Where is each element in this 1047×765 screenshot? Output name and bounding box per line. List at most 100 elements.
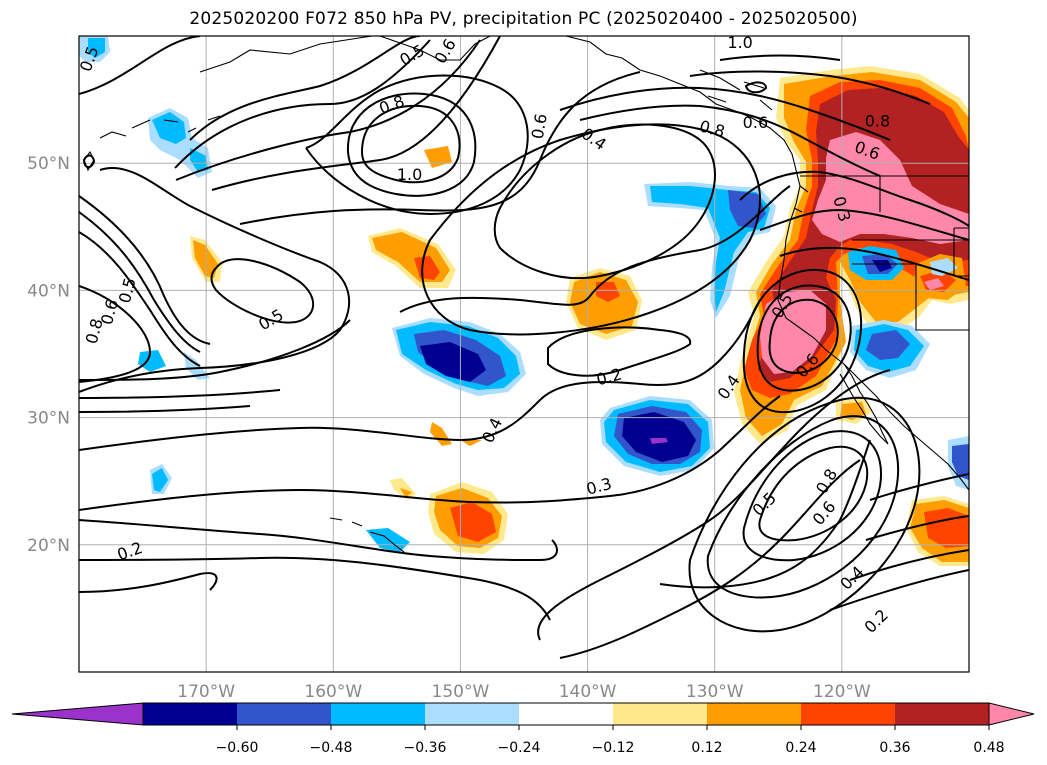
precip-blob-inland-core2	[872, 260, 892, 272]
lat-tick-label: 50°N	[27, 154, 70, 174]
contour-0p8-low	[346, 92, 477, 197]
precip-blob-rockies-cyan	[930, 258, 958, 276]
contour-ne-small	[744, 81, 768, 94]
precip-blob-frag3-core	[400, 488, 412, 498]
contour-label: 0.6	[743, 113, 768, 132]
axis-labels: 170°W 160°W 150°W 140°W 130°W 120°W 50°N 40°N 30…	[27, 154, 871, 702]
lat-tick-label: 20°N	[27, 536, 70, 556]
precip-blob-nw-edge-core	[88, 38, 105, 58]
contour-ne-4	[689, 70, 931, 105]
colorbar-tick-label: 0.24	[785, 740, 816, 756]
contour-0p4-long	[79, 299, 761, 451]
contour-ne-1	[579, 104, 881, 177]
coast-aleutians	[99, 115, 221, 139]
precip-blob-west-cyan-small3-core	[152, 468, 168, 492]
contour-ar-core-3	[742, 268, 863, 414]
border-states3	[852, 263, 969, 331]
contour-ring-south-1	[758, 445, 869, 542]
contour-west-7	[79, 405, 251, 413]
precip-blob-center-mid	[570, 272, 638, 334]
map-frame	[78, 35, 970, 673]
contour-ar-core-2	[756, 284, 852, 392]
contour-ar-3	[779, 246, 969, 281]
precip-blob-south-blue-core	[622, 412, 696, 462]
lon-tick-label: 160°W	[304, 682, 362, 702]
colorbar-tick-label: −0.48	[310, 740, 353, 756]
contour-west-3	[79, 195, 211, 345]
colorbar-segment	[331, 703, 425, 725]
precip-blob-gulf-small	[424, 146, 452, 168]
contour-label: 0.6	[528, 112, 551, 140]
contour-west-4	[79, 285, 152, 383]
contour-west-2	[79, 211, 201, 353]
graticule	[79, 36, 969, 672]
precip-blob-sw-cyan-core	[866, 330, 910, 360]
contour-big-0p4	[79, 167, 351, 393]
precip-blob-central-blue-core	[420, 342, 486, 382]
lon-tick-label: 120°W	[813, 682, 871, 702]
colorbar-segment	[895, 703, 989, 725]
contour-6	[239, 71, 641, 225]
precip-blob-mexico-cyan-core	[952, 444, 969, 480]
precip-blob-west-cyan-small	[138, 350, 166, 372]
contour-ar-1	[739, 170, 969, 227]
precip-blob-west-central-core	[414, 256, 440, 280]
chart-title: 2025020200 F072 850 hPa PV, precipitatio…	[189, 9, 858, 29]
contour-1p0-low	[360, 104, 461, 184]
colorbar-extend-high	[988, 702, 1035, 726]
contour-ne-3	[719, 54, 841, 61]
contour-ring-south-4	[688, 396, 921, 633]
contour-se-1	[869, 473, 969, 501]
precip-ar-pink-north	[812, 132, 969, 244]
colorbar-segment	[801, 703, 895, 725]
contour-kam	[82, 154, 96, 168]
contour-0p2-center	[547, 326, 692, 377]
contour-3	[174, 39, 431, 169]
contour-0p2-sw	[79, 572, 218, 593]
precip-ar-pink-south	[760, 290, 826, 374]
contour-ring-a	[305, 74, 529, 216]
contour-0p4-center	[399, 185, 791, 313]
contour-se-4	[829, 569, 969, 611]
lat-tick-label: 30°N	[27, 409, 70, 429]
lon-tick-label: 130°W	[686, 682, 744, 702]
colorbar-frame	[142, 702, 990, 726]
colorbar-tick-label: −0.60	[216, 740, 259, 756]
lat-tick-label: 40°N	[27, 281, 70, 301]
lon-tick-label: 170°W	[177, 682, 235, 702]
colorbar: −0.60 −0.48 −0.36 −0.24 −0.12 0.12 0.24 0.36 0.4…	[11, 702, 1035, 756]
contour-west-5	[79, 319, 351, 381]
precip-blob-hawaii-core	[450, 502, 496, 542]
coast-hawaii	[329, 517, 405, 553]
contour-west-6	[79, 389, 281, 399]
contour-mid-ring-2	[421, 123, 761, 336]
contour-0p3-south	[537, 369, 891, 641]
contour-label: 1.0	[727, 33, 752, 52]
precip-blob-rockies-pink	[924, 278, 944, 290]
contour-ar-core-1	[768, 298, 839, 374]
contour-label: 0.8	[865, 112, 890, 131]
contour-label: 1.0	[397, 165, 422, 184]
contour-0p2-long	[79, 519, 558, 562]
colorbar-segment	[519, 703, 613, 725]
contour-south-2	[559, 459, 861, 659]
contour-ar-2	[759, 208, 969, 241]
contour-ne-2	[559, 86, 891, 141]
colorbar-tick-label: −0.24	[498, 740, 541, 756]
colorbar-segment	[707, 703, 801, 725]
precip-blob-west-orange-core	[193, 240, 218, 278]
contour-0p3	[79, 395, 781, 511]
contour-west-1	[79, 231, 201, 367]
precip-blob-ne-cyan-core	[728, 190, 766, 228]
contour-ring-south-2	[742, 430, 882, 562]
colorbar-tick-label: 0.36	[879, 740, 910, 756]
precip-blob-center-core	[596, 282, 620, 302]
contour-5	[211, 36, 501, 191]
colorbar-segment	[143, 703, 237, 725]
contour-0p5-west	[210, 258, 315, 324]
lon-tick-label: 140°W	[559, 682, 617, 702]
lon-tick-label: 150°W	[432, 682, 490, 702]
colorbar-segment	[613, 703, 707, 725]
precip-blob-frag2	[460, 440, 482, 446]
